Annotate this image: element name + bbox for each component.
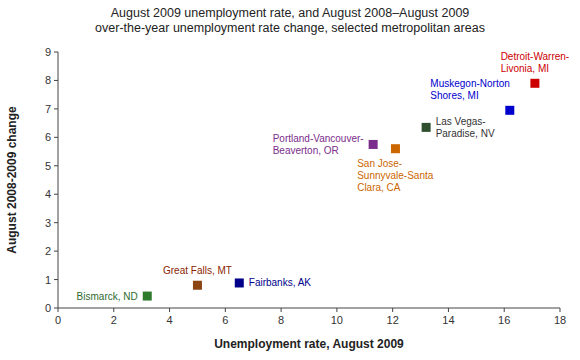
point-label: Fairbanks, AK [249,277,312,288]
point [143,292,152,301]
x-tick [392,308,393,312]
y-tick [54,108,58,109]
point [193,281,202,290]
x-tick [281,308,282,312]
text-line: Clara, CA [357,182,401,193]
point [369,140,378,149]
y-tick [54,222,58,223]
x-tick [336,308,337,312]
x-tick-label: 18 [554,314,566,326]
y-axis-label: August 2008-2009 change [5,106,19,254]
point [391,144,400,153]
point-label: Las Vegas-Paradise, NV [436,116,495,139]
point-label: Great Falls, MT [163,265,232,276]
text-line: Portland-Vancouver- [273,133,364,144]
x-tick [169,308,170,312]
x-tick [560,308,561,312]
x-tick [58,308,59,312]
point-label: Muskegon-NortonShores, MI [430,78,509,101]
y-tick-label: 3 [45,217,51,229]
x-tick [225,308,226,312]
x-axis-line [58,308,560,309]
text-line: Bismarck, ND [77,291,138,302]
y-tick [54,137,58,138]
y-tick-label: 1 [45,274,51,286]
text-line: Beaverton, OR [273,145,339,156]
x-tick-label: 14 [442,314,454,326]
point [422,123,431,132]
y-tick [54,308,58,309]
chart: August 2009 unemployment rate, and Augus… [0,0,580,360]
text-line: Muskegon-Norton [430,78,509,89]
y-tick [54,279,58,280]
text-line: San Jose- [357,158,402,169]
y-tick-label: 2 [45,245,51,257]
y-tick-label: 7 [45,103,51,115]
y-tick-label: 8 [45,74,51,86]
y-tick-label: 9 [45,46,51,58]
text-line: Livonia, MI [501,63,549,74]
x-tick-label: 6 [222,314,228,326]
y-axis-line [58,52,59,308]
x-tick-label: 10 [331,314,343,326]
x-tick-label: 2 [111,314,117,326]
x-tick-label: 0 [55,314,61,326]
y-tick [54,251,58,252]
x-tick [448,308,449,312]
y-tick-label: 5 [45,160,51,172]
text-line: Paradise, NV [436,128,495,139]
point-label: San Jose-Sunnyvale-SantaClara, CA [357,158,434,193]
y-tick [54,52,58,53]
y-tick-label: 0 [45,302,51,314]
point-label: Detroit-Warren-Livonia, MI [501,51,570,74]
x-tick-label: 16 [498,314,510,326]
x-tick-label: 4 [166,314,172,326]
x-tick-label: 8 [278,314,284,326]
text-line: August 2009 unemployment rate, and Augus… [111,6,470,20]
point [505,106,514,115]
text-line: over-the-year unemployment rate change, … [95,21,485,35]
y-tick [54,165,58,166]
y-tick-label: 4 [45,188,51,200]
text-line: Sunnyvale-Santa [357,170,434,181]
point [235,278,244,287]
points [143,79,540,301]
y-tick-label: 6 [45,131,51,143]
text-line: Shores, MI [430,90,478,101]
text-line: Great Falls, MT [163,265,232,276]
point-label: Portland-Vancouver-Beaverton, OR [273,133,364,156]
text-line: Fairbanks, AK [249,277,312,288]
y-tick [54,194,58,195]
x-axis-label: Unemployment rate, August 2009 [214,337,404,351]
x-tick [504,308,505,312]
title: August 2009 unemployment rate, and Augus… [95,6,485,35]
x-tick-label: 12 [387,314,399,326]
point-label: Bismarck, ND [77,291,138,302]
text-line: Detroit-Warren- [501,51,570,62]
text-line: Las Vegas- [436,116,486,127]
x-tick [113,308,114,312]
point [530,79,539,88]
y-tick [54,80,58,81]
